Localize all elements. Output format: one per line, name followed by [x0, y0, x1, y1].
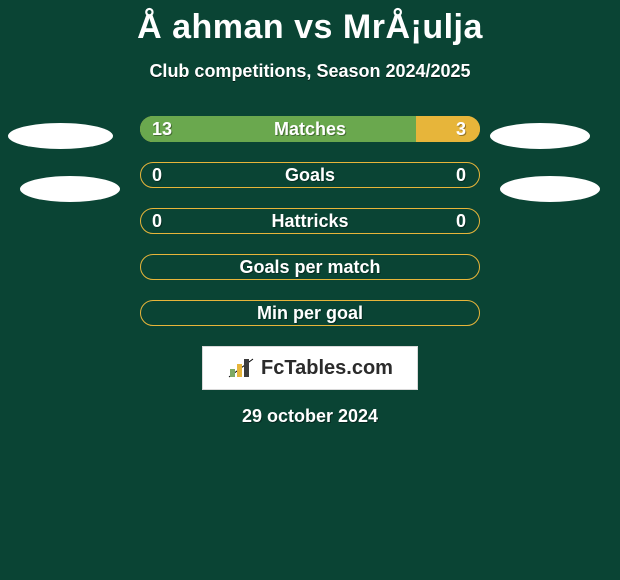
decorative-ellipse	[500, 176, 600, 202]
logo: FcTables.com	[227, 357, 393, 380]
comparison-card: Å ahman vs MrÅ¡ulja Club competitions, S…	[0, 0, 620, 580]
stat-row: Hattricks00	[0, 208, 620, 234]
logo-bar-1	[230, 369, 235, 377]
logo-bar-3	[244, 359, 249, 377]
bar-right-fill	[416, 116, 480, 142]
bar-left-fill	[140, 116, 416, 142]
decorative-ellipse	[20, 176, 120, 202]
bar-background	[140, 254, 480, 280]
bar-background	[140, 300, 480, 326]
logo-text: FcTables.com	[261, 357, 393, 380]
bar-background	[140, 162, 480, 188]
decorative-ellipse	[490, 123, 590, 149]
page-title: Å ahman vs MrÅ¡ulja	[0, 0, 620, 47]
bars-icon	[227, 357, 255, 379]
logo-box: FcTables.com	[202, 346, 418, 390]
stat-row: Goals per match	[0, 254, 620, 280]
page-subtitle: Club competitions, Season 2024/2025	[0, 61, 620, 82]
stat-row: Min per goal	[0, 300, 620, 326]
date-label: 29 october 2024	[0, 406, 620, 427]
decorative-ellipse	[8, 123, 113, 149]
logo-bar-2	[237, 364, 242, 377]
bar-background	[140, 208, 480, 234]
